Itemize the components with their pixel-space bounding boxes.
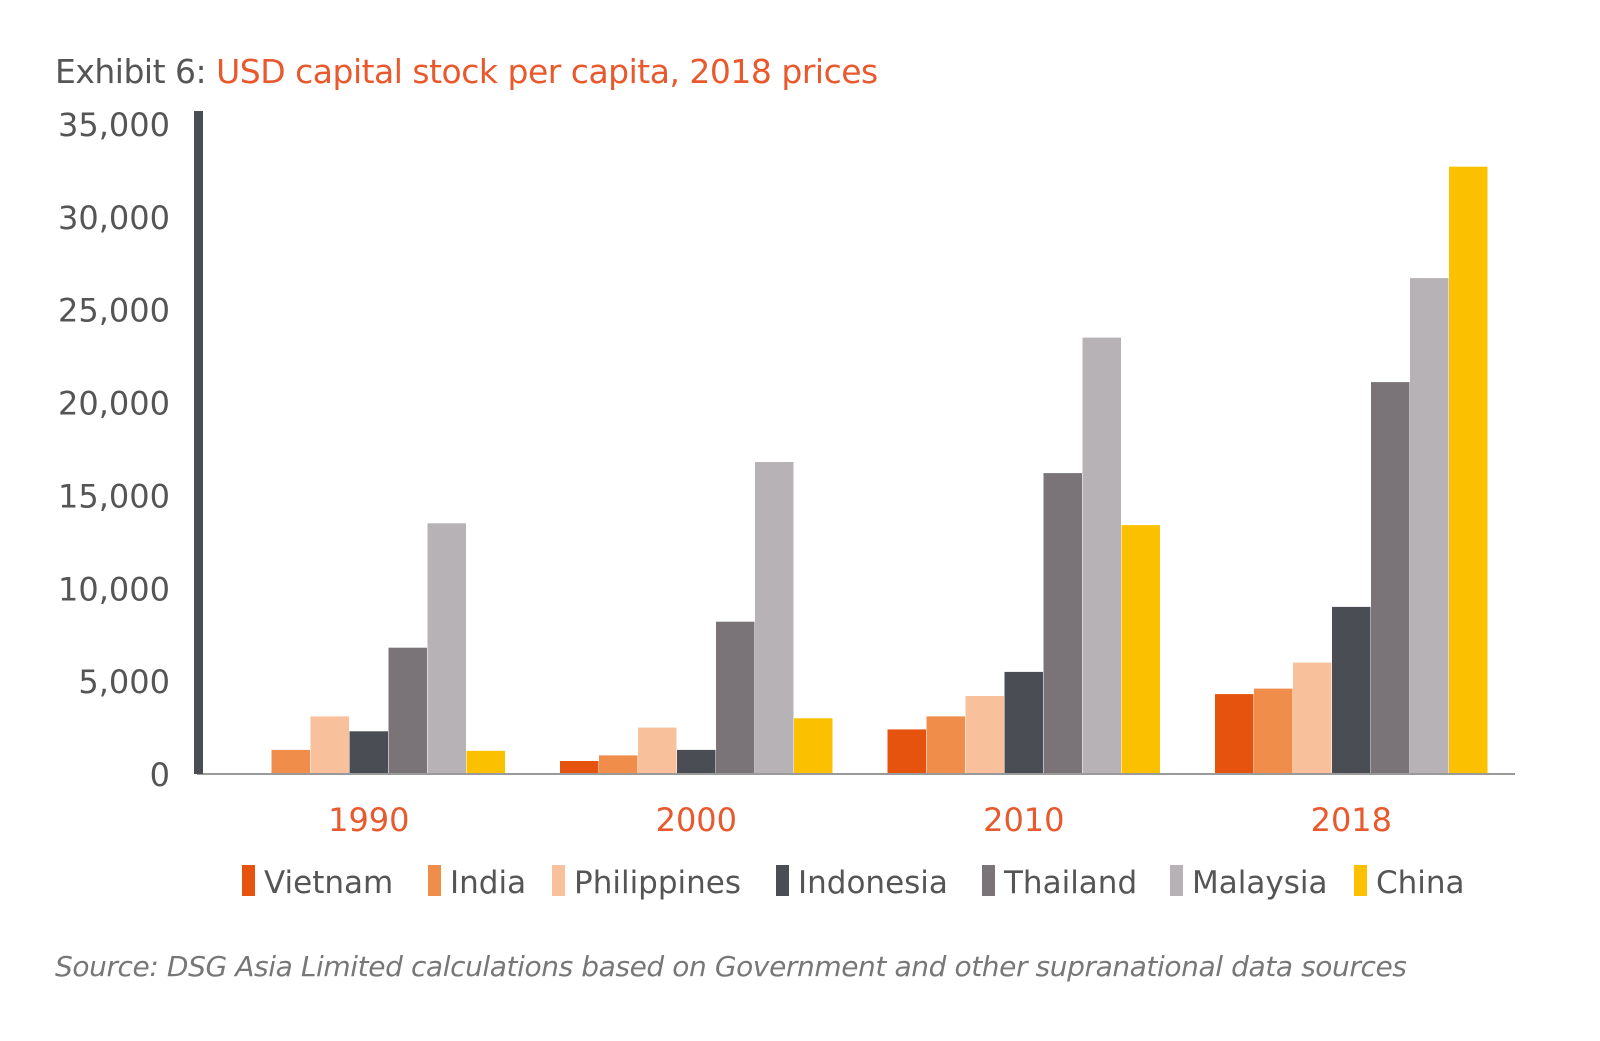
legend-swatch bbox=[776, 865, 789, 896]
legend-item-malaysia: Malaysia bbox=[1170, 865, 1327, 901]
bar-philippines-1990 bbox=[310, 716, 349, 774]
legend-swatch bbox=[982, 865, 995, 896]
bar-vietnam-2010 bbox=[887, 729, 926, 774]
legend-swatch bbox=[552, 865, 565, 896]
bar-philippines-2000 bbox=[638, 727, 677, 774]
chart-title-text: USD capital stock per capita, 2018 price… bbox=[216, 52, 878, 91]
bar-india-2018 bbox=[1254, 688, 1293, 774]
bar-philippines-2018 bbox=[1293, 662, 1332, 774]
y-tick-label: 35,000 bbox=[58, 106, 170, 144]
legend-label: Malaysia bbox=[1192, 865, 1327, 901]
bar-vietnam-2018 bbox=[1215, 694, 1254, 774]
legend-label: Thailand bbox=[1003, 865, 1137, 901]
legend-item-indonesia: Indonesia bbox=[776, 865, 948, 901]
bar-china-2018 bbox=[1449, 166, 1488, 774]
legend-item-thailand: Thailand bbox=[982, 865, 1137, 901]
legend-item-china: China bbox=[1354, 865, 1465, 901]
bar-china-2010 bbox=[1121, 525, 1160, 774]
bar-malaysia-2010 bbox=[1082, 337, 1121, 774]
bars bbox=[232, 166, 1488, 774]
legend-label: Philippines bbox=[574, 865, 741, 901]
bar-china-1990 bbox=[466, 750, 505, 774]
bar-malaysia-1990 bbox=[427, 523, 466, 774]
bar-thailand-2018 bbox=[1371, 382, 1410, 774]
bar-thailand-2010 bbox=[1043, 473, 1082, 774]
legend-label: China bbox=[1376, 865, 1465, 901]
legend-swatch bbox=[1354, 865, 1367, 896]
source-note: Source: DSG Asia Limited calculations ba… bbox=[55, 950, 1407, 983]
x-category-label: 1990 bbox=[328, 801, 409, 839]
chart-title: Exhibit 6: USD capital stock per capita,… bbox=[55, 52, 878, 91]
x-axis-category-labels: 1990 2000 2010 2018 bbox=[328, 801, 1392, 839]
legend-label: Vietnam bbox=[264, 865, 393, 901]
legend-item-vietnam: Vietnam bbox=[242, 865, 393, 901]
x-category-label: 2000 bbox=[656, 801, 737, 839]
bar-china-2000 bbox=[794, 718, 833, 774]
bar-india-2000 bbox=[599, 755, 638, 774]
legend-item-india: India bbox=[428, 865, 526, 901]
y-tick-label: 5,000 bbox=[78, 663, 170, 701]
legend-item-philippines: Philippines bbox=[552, 865, 741, 901]
legend-swatch bbox=[428, 865, 441, 896]
y-axis-line bbox=[194, 111, 203, 774]
bar-malaysia-2018 bbox=[1410, 278, 1449, 774]
bar-philippines-2010 bbox=[965, 696, 1004, 774]
bar-thailand-1990 bbox=[388, 647, 427, 774]
bar-india-2010 bbox=[926, 716, 965, 774]
bar-india-1990 bbox=[271, 749, 310, 774]
y-axis-tick-labels: 0 5,000 10,000 15,000 20,000 25,000 30,000 35,0… bbox=[58, 106, 170, 794]
bar-indonesia-1990 bbox=[349, 731, 388, 774]
y-tick-label: 20,000 bbox=[58, 385, 170, 423]
exhibit-label: Exhibit 6: bbox=[55, 52, 207, 91]
y-tick-label: 15,000 bbox=[58, 477, 170, 515]
bar-vietnam-2000 bbox=[560, 761, 599, 774]
bar-indonesia-2000 bbox=[677, 749, 716, 774]
x-category-label: 2018 bbox=[1311, 801, 1392, 839]
x-category-label: 2010 bbox=[983, 801, 1064, 839]
bar-indonesia-2010 bbox=[1004, 671, 1043, 774]
bar-thailand-2000 bbox=[716, 621, 755, 774]
legend: Vietnam India Philippines Indonesia Thailand… bbox=[242, 865, 1465, 901]
y-tick-label: 0 bbox=[150, 756, 170, 794]
legend-label: India bbox=[450, 865, 526, 901]
y-tick-label: 25,000 bbox=[58, 292, 170, 330]
y-tick-label: 10,000 bbox=[58, 570, 170, 608]
bar-indonesia-2018 bbox=[1332, 606, 1371, 774]
legend-swatch bbox=[1170, 865, 1183, 896]
legend-label: Indonesia bbox=[798, 865, 948, 901]
legend-swatch bbox=[242, 865, 255, 896]
bar-malaysia-2000 bbox=[755, 462, 794, 774]
y-tick-label: 30,000 bbox=[58, 199, 170, 237]
